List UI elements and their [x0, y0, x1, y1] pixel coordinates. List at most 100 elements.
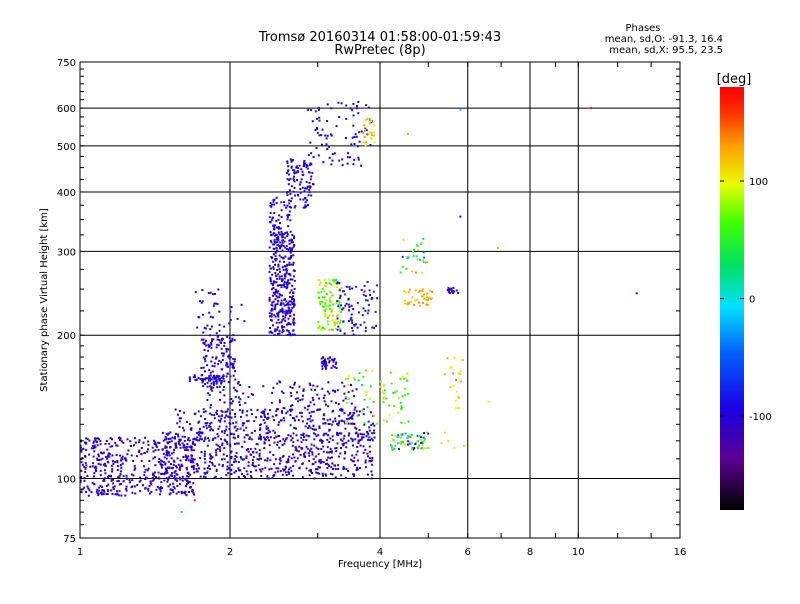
data-point [310, 109, 313, 112]
data-point [364, 466, 367, 469]
data-point [292, 275, 295, 278]
data-point [293, 186, 296, 189]
data-point [365, 435, 368, 438]
data-point [324, 314, 327, 317]
data-point [281, 411, 283, 414]
data-point [98, 438, 101, 441]
data-point [168, 454, 171, 457]
data-point [370, 477, 373, 480]
data-point [407, 420, 410, 423]
data-point [329, 308, 332, 310]
data-point [293, 237, 295, 240]
data-point [288, 202, 291, 205]
data-point [394, 435, 397, 438]
data-point [87, 494, 90, 497]
data-point [453, 446, 456, 449]
data-point [134, 467, 137, 470]
data-point [322, 161, 325, 164]
data-point [211, 356, 214, 359]
data-point [92, 462, 94, 465]
data-point [280, 299, 283, 302]
data-point [178, 417, 181, 420]
data-point [169, 437, 172, 440]
data-point [324, 361, 327, 363]
data-point [327, 456, 330, 459]
data-point [459, 108, 462, 111]
data-point [225, 414, 228, 417]
data-point [330, 423, 333, 426]
data-point [238, 469, 240, 472]
data-point [209, 385, 212, 388]
data-point [327, 463, 330, 466]
data-point [250, 470, 252, 473]
data-point [160, 472, 163, 475]
data-point [371, 473, 374, 476]
data-point [274, 241, 277, 244]
data-point [355, 135, 358, 138]
data-point [102, 493, 105, 496]
data-point [117, 494, 120, 497]
data-point [192, 466, 195, 469]
data-point [353, 136, 356, 139]
data-point [346, 156, 349, 159]
data-point [80, 491, 83, 494]
data-point [271, 477, 274, 479]
data-point [255, 442, 258, 445]
data-point [278, 332, 281, 335]
data-point [364, 130, 366, 132]
data-point [269, 459, 272, 462]
data-point [120, 457, 123, 460]
data-point [92, 440, 95, 443]
data-point [288, 242, 291, 245]
data-point [180, 490, 183, 493]
data-point [286, 216, 289, 218]
data-point [269, 276, 272, 279]
data-point [355, 388, 358, 391]
data-point [282, 330, 285, 332]
data-point [367, 438, 369, 441]
data-point [204, 476, 207, 479]
data-point [199, 437, 202, 440]
data-point [303, 190, 306, 193]
data-point [334, 417, 337, 420]
data-point [137, 441, 140, 444]
data-point [180, 492, 183, 495]
data-point [316, 409, 319, 412]
data-point [351, 329, 354, 332]
data-point [321, 305, 324, 308]
data-point [96, 444, 99, 447]
data-point [277, 237, 279, 240]
data-point [284, 255, 287, 258]
data-point [452, 385, 455, 387]
data-point [326, 390, 329, 393]
data-point [290, 185, 293, 188]
data-point [296, 457, 299, 460]
data-point [166, 480, 169, 483]
data-point [186, 448, 189, 451]
data-point [311, 419, 314, 422]
data-point [243, 422, 246, 425]
data-point [358, 140, 361, 143]
data-point [104, 462, 106, 465]
data-point [368, 397, 371, 400]
data-point [277, 239, 280, 241]
data-point [406, 372, 409, 375]
data-point [314, 455, 317, 458]
data-point [319, 408, 321, 411]
data-point [264, 459, 267, 462]
data-point [347, 439, 350, 442]
data-point [233, 366, 235, 369]
data-point [176, 485, 179, 487]
data-point [318, 283, 321, 286]
data-point [278, 260, 281, 263]
data-point [373, 134, 376, 137]
data-point [281, 319, 284, 322]
data-point [85, 490, 87, 493]
data-point [291, 437, 294, 440]
data-point [187, 437, 190, 439]
data-point [344, 293, 347, 296]
data-point [362, 408, 365, 411]
data-point [262, 412, 264, 415]
data-point [241, 411, 244, 414]
data-point [277, 312, 280, 315]
